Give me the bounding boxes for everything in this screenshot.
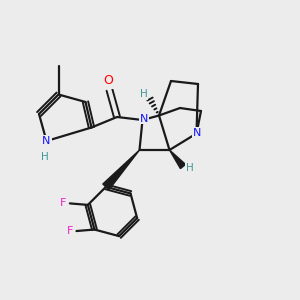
Text: H: H xyxy=(41,152,49,162)
Polygon shape xyxy=(103,150,140,190)
Text: H: H xyxy=(186,163,194,173)
Text: N: N xyxy=(140,113,148,124)
Text: O: O xyxy=(103,74,113,88)
Text: H: H xyxy=(140,89,147,100)
Text: N: N xyxy=(193,128,202,138)
Polygon shape xyxy=(169,150,186,169)
Text: N: N xyxy=(42,136,51,146)
Text: F: F xyxy=(67,226,73,236)
Text: F: F xyxy=(60,198,67,208)
